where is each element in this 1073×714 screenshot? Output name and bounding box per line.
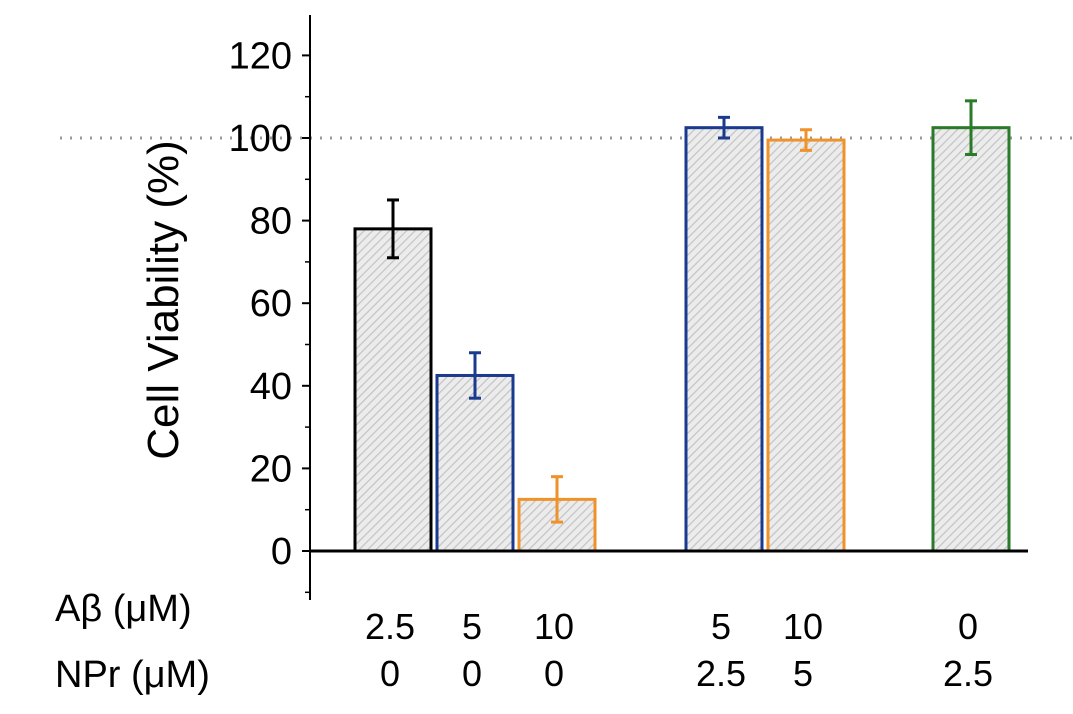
abeta-value: 2.5 xyxy=(364,606,416,647)
npr-value: 5 xyxy=(792,653,814,694)
abeta-value: 0 xyxy=(957,606,979,647)
y-tick-label: 100 xyxy=(229,118,292,160)
y-tick-label: 120 xyxy=(229,35,292,77)
bar xyxy=(435,373,515,553)
npr-value: 2.5 xyxy=(695,653,747,694)
bar xyxy=(766,138,846,553)
y-tick-label: 80 xyxy=(250,201,292,243)
y-tick-label: 20 xyxy=(250,448,292,490)
abeta-value: 10 xyxy=(782,606,824,647)
npr-value: 0 xyxy=(379,653,401,694)
npr-row-label: NPr (μM) xyxy=(55,654,210,696)
npr-value: 0 xyxy=(461,653,483,694)
abeta-value: 10 xyxy=(533,606,575,647)
y-tick-label: 40 xyxy=(250,366,292,408)
npr-value: 0 xyxy=(543,653,565,694)
bar xyxy=(353,227,433,553)
y-axis-label: Cell Viability (%) xyxy=(139,140,188,460)
y-tick-label: 0 xyxy=(271,531,292,573)
bar xyxy=(684,126,764,553)
bars-layer xyxy=(353,99,1011,553)
y-tick-label: 60 xyxy=(250,283,292,325)
abeta-value: 5 xyxy=(710,606,732,647)
abeta-value: 5 xyxy=(461,606,483,647)
bar xyxy=(931,126,1011,553)
abeta-row-label: Aβ (μM) xyxy=(55,588,192,630)
npr-value: 2.5 xyxy=(942,653,994,694)
axis-layer: 0 20 40 60 80 100 120 xyxy=(229,15,1028,600)
